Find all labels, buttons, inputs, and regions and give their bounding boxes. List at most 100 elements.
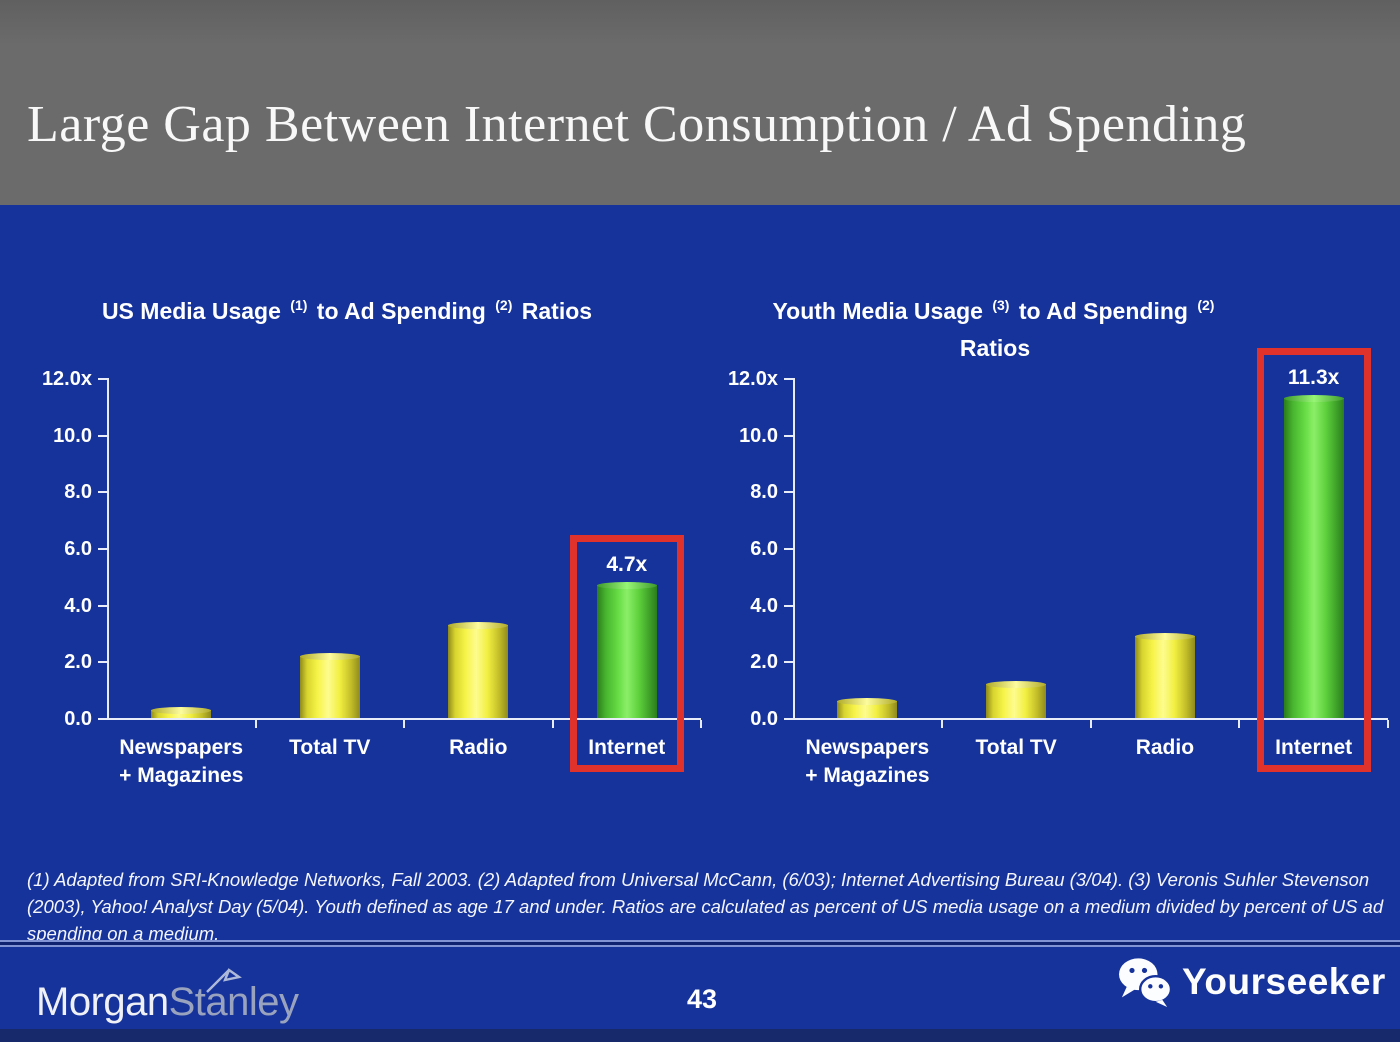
title-text: Ratios (959, 335, 1031, 361)
y-axis-line (107, 378, 109, 720)
highlight-box (569, 534, 684, 772)
bar-top-cap (448, 621, 509, 629)
y-tick (784, 604, 793, 607)
bar-radio (448, 621, 509, 718)
bar-top-cap (151, 706, 212, 714)
y-tick (784, 434, 793, 437)
category-label-line: + Magazines (119, 764, 244, 787)
x-tick (1089, 720, 1092, 728)
y-tick (784, 378, 793, 380)
category-label-line: Newspapers (119, 736, 244, 759)
y-tick (98, 548, 107, 550)
bar-top-cap (1283, 394, 1344, 402)
y-tick-label: 6.0 (750, 538, 778, 560)
highlight-box (1256, 347, 1371, 772)
y-axis-line (793, 378, 795, 720)
y-tick (98, 604, 107, 607)
title-text: to Ad Spending (310, 298, 493, 324)
y-tick (98, 491, 107, 494)
bar-newspapers (151, 706, 212, 718)
y-tick-label: 6.0 (64, 538, 92, 560)
x-tick (940, 720, 943, 728)
slide-title: Large Gap Between Internet Consumption /… (27, 96, 1247, 153)
brand-first: Morgan (36, 980, 169, 1024)
category-label-line: Newspapers (805, 736, 930, 759)
x-tick (551, 720, 554, 728)
y-tick (98, 718, 107, 720)
category-label: Total TV (235, 734, 425, 762)
title-superscript: (3) (992, 297, 1010, 313)
bar-internet (1283, 394, 1344, 718)
title-superscript: (2) (495, 297, 513, 313)
pennant-icon (206, 968, 242, 993)
bar-top-cap (1134, 632, 1195, 640)
bar-total-tv (299, 652, 360, 718)
category-label: Internet (1219, 734, 1400, 762)
chart-title: Youth Media Usage (3) to Ad Spending (2)… (715, 294, 1275, 365)
y-tick-label: 12.0x (727, 368, 778, 390)
title-text: Ratios (515, 298, 593, 324)
bar-value-label: 4.7x (606, 552, 648, 576)
category-label-line: + Magazines (805, 764, 930, 787)
y-tick-label: 2.0 (750, 651, 778, 674)
category-label-line: Internet (588, 736, 666, 759)
footer-separator (0, 940, 1400, 947)
y-tick-label: 4.0 (750, 594, 778, 617)
x-tick (1238, 720, 1241, 728)
watermark-text: Yourseeker (1182, 961, 1386, 1002)
bottom-strip (0, 1029, 1400, 1042)
category-label-line: Internet (1275, 736, 1353, 759)
x-tick (700, 720, 702, 728)
footnote: (1) Adapted from SRI-Knowledge Networks,… (27, 869, 1384, 944)
y-tick (784, 548, 793, 550)
y-tick-label: 10.0 (53, 424, 92, 447)
y-tick (98, 434, 107, 437)
slide-header: Large Gap Between Internet Consumption /… (0, 0, 1400, 205)
y-tick (784, 661, 793, 664)
bar-total-tv (986, 681, 1047, 718)
chart-title: US Media Usage (1) to Ad Spending (2) Ra… (67, 294, 627, 331)
x-axis-line (107, 718, 701, 720)
x-tick (1387, 720, 1389, 728)
y-tick (784, 491, 793, 494)
yourseeker-logo: Yourseeker (1116, 956, 1386, 1008)
category-label-line: Total TV (289, 736, 371, 759)
wechat-icon (1119, 958, 1173, 1008)
bar-top-cap (596, 581, 657, 589)
y-tick-label: 0.0 (750, 708, 778, 730)
category-label: Total TV (921, 734, 1111, 762)
x-axis-line (793, 718, 1388, 720)
category-label-line: Total TV (975, 736, 1057, 759)
morgan-stanley-logo: MorganStanley (36, 968, 299, 1024)
title-text: Youth Media Usage (772, 298, 990, 324)
y-tick-label: 0.0 (64, 708, 92, 730)
category-label-line: Radio (449, 736, 508, 759)
title-superscript: (1) (290, 297, 308, 313)
y-tick (98, 378, 107, 380)
category-label: Radio (1070, 734, 1260, 762)
title-text: US Media Usage (101, 298, 288, 324)
bar-top-cap (837, 698, 898, 705)
y-tick-label: 4.0 (64, 594, 92, 617)
category-label: Newspapers + Magazines (86, 734, 276, 790)
bar-newspapers (837, 698, 898, 718)
y-tick-label: 12.0x (41, 368, 92, 390)
y-tick (784, 718, 793, 720)
bar-radio (1134, 632, 1195, 718)
title-text: to Ad Spending (1012, 298, 1195, 324)
brand-second: Stanley (168, 980, 299, 1024)
title-superscript: (2) (1197, 297, 1215, 313)
bar-top-cap (299, 652, 360, 660)
category-label: Radio (383, 734, 573, 762)
y-tick-label: 10.0 (739, 424, 778, 447)
y-tick-label: 2.0 (64, 651, 92, 674)
x-tick (403, 720, 405, 728)
x-tick (254, 720, 257, 728)
y-tick-label: 8.0 (750, 481, 778, 504)
category-label: Newspapers + Magazines (772, 734, 962, 790)
bar-value-label: 11.3x (1287, 365, 1340, 389)
bar-top-cap (986, 681, 1047, 688)
category-label-line: Radio (1135, 736, 1195, 759)
page-number: 43 (686, 984, 718, 1014)
